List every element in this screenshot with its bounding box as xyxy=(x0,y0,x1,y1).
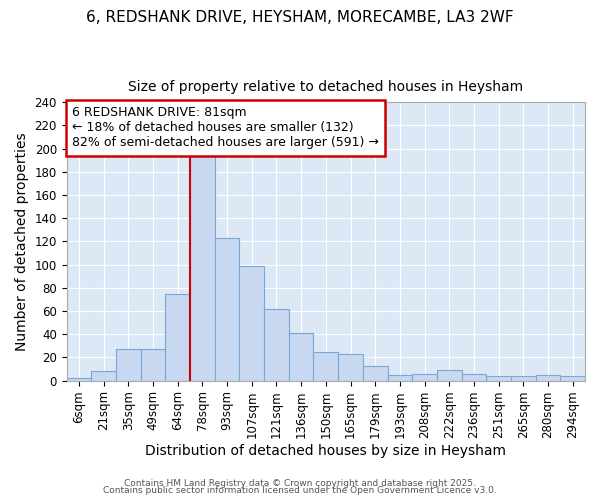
Bar xyxy=(289,333,313,380)
Bar xyxy=(560,376,585,380)
Bar xyxy=(437,370,461,380)
Bar xyxy=(461,374,486,380)
Bar xyxy=(486,376,511,380)
Text: Contains public sector information licensed under the Open Government Licence v3: Contains public sector information licen… xyxy=(103,486,497,495)
X-axis label: Distribution of detached houses by size in Heysham: Distribution of detached houses by size … xyxy=(145,444,506,458)
Bar xyxy=(166,294,190,380)
Text: 6, REDSHANK DRIVE, HEYSHAM, MORECAMBE, LA3 2WF: 6, REDSHANK DRIVE, HEYSHAM, MORECAMBE, L… xyxy=(86,10,514,25)
Bar xyxy=(264,308,289,380)
Bar xyxy=(338,354,363,380)
Bar xyxy=(313,352,338,380)
Bar xyxy=(536,375,560,380)
Title: Size of property relative to detached houses in Heysham: Size of property relative to detached ho… xyxy=(128,80,523,94)
Bar xyxy=(91,372,116,380)
Bar xyxy=(141,350,166,380)
Y-axis label: Number of detached properties: Number of detached properties xyxy=(15,132,29,350)
Bar xyxy=(363,366,388,380)
Bar xyxy=(116,350,141,380)
Bar xyxy=(190,148,215,380)
Bar xyxy=(215,238,239,380)
Text: 6 REDSHANK DRIVE: 81sqm
← 18% of detached houses are smaller (132)
82% of semi-d: 6 REDSHANK DRIVE: 81sqm ← 18% of detache… xyxy=(72,106,379,150)
Bar xyxy=(67,378,91,380)
Text: Contains HM Land Registry data © Crown copyright and database right 2025.: Contains HM Land Registry data © Crown c… xyxy=(124,478,476,488)
Bar xyxy=(388,375,412,380)
Bar xyxy=(412,374,437,380)
Bar xyxy=(511,376,536,380)
Bar xyxy=(239,266,264,380)
